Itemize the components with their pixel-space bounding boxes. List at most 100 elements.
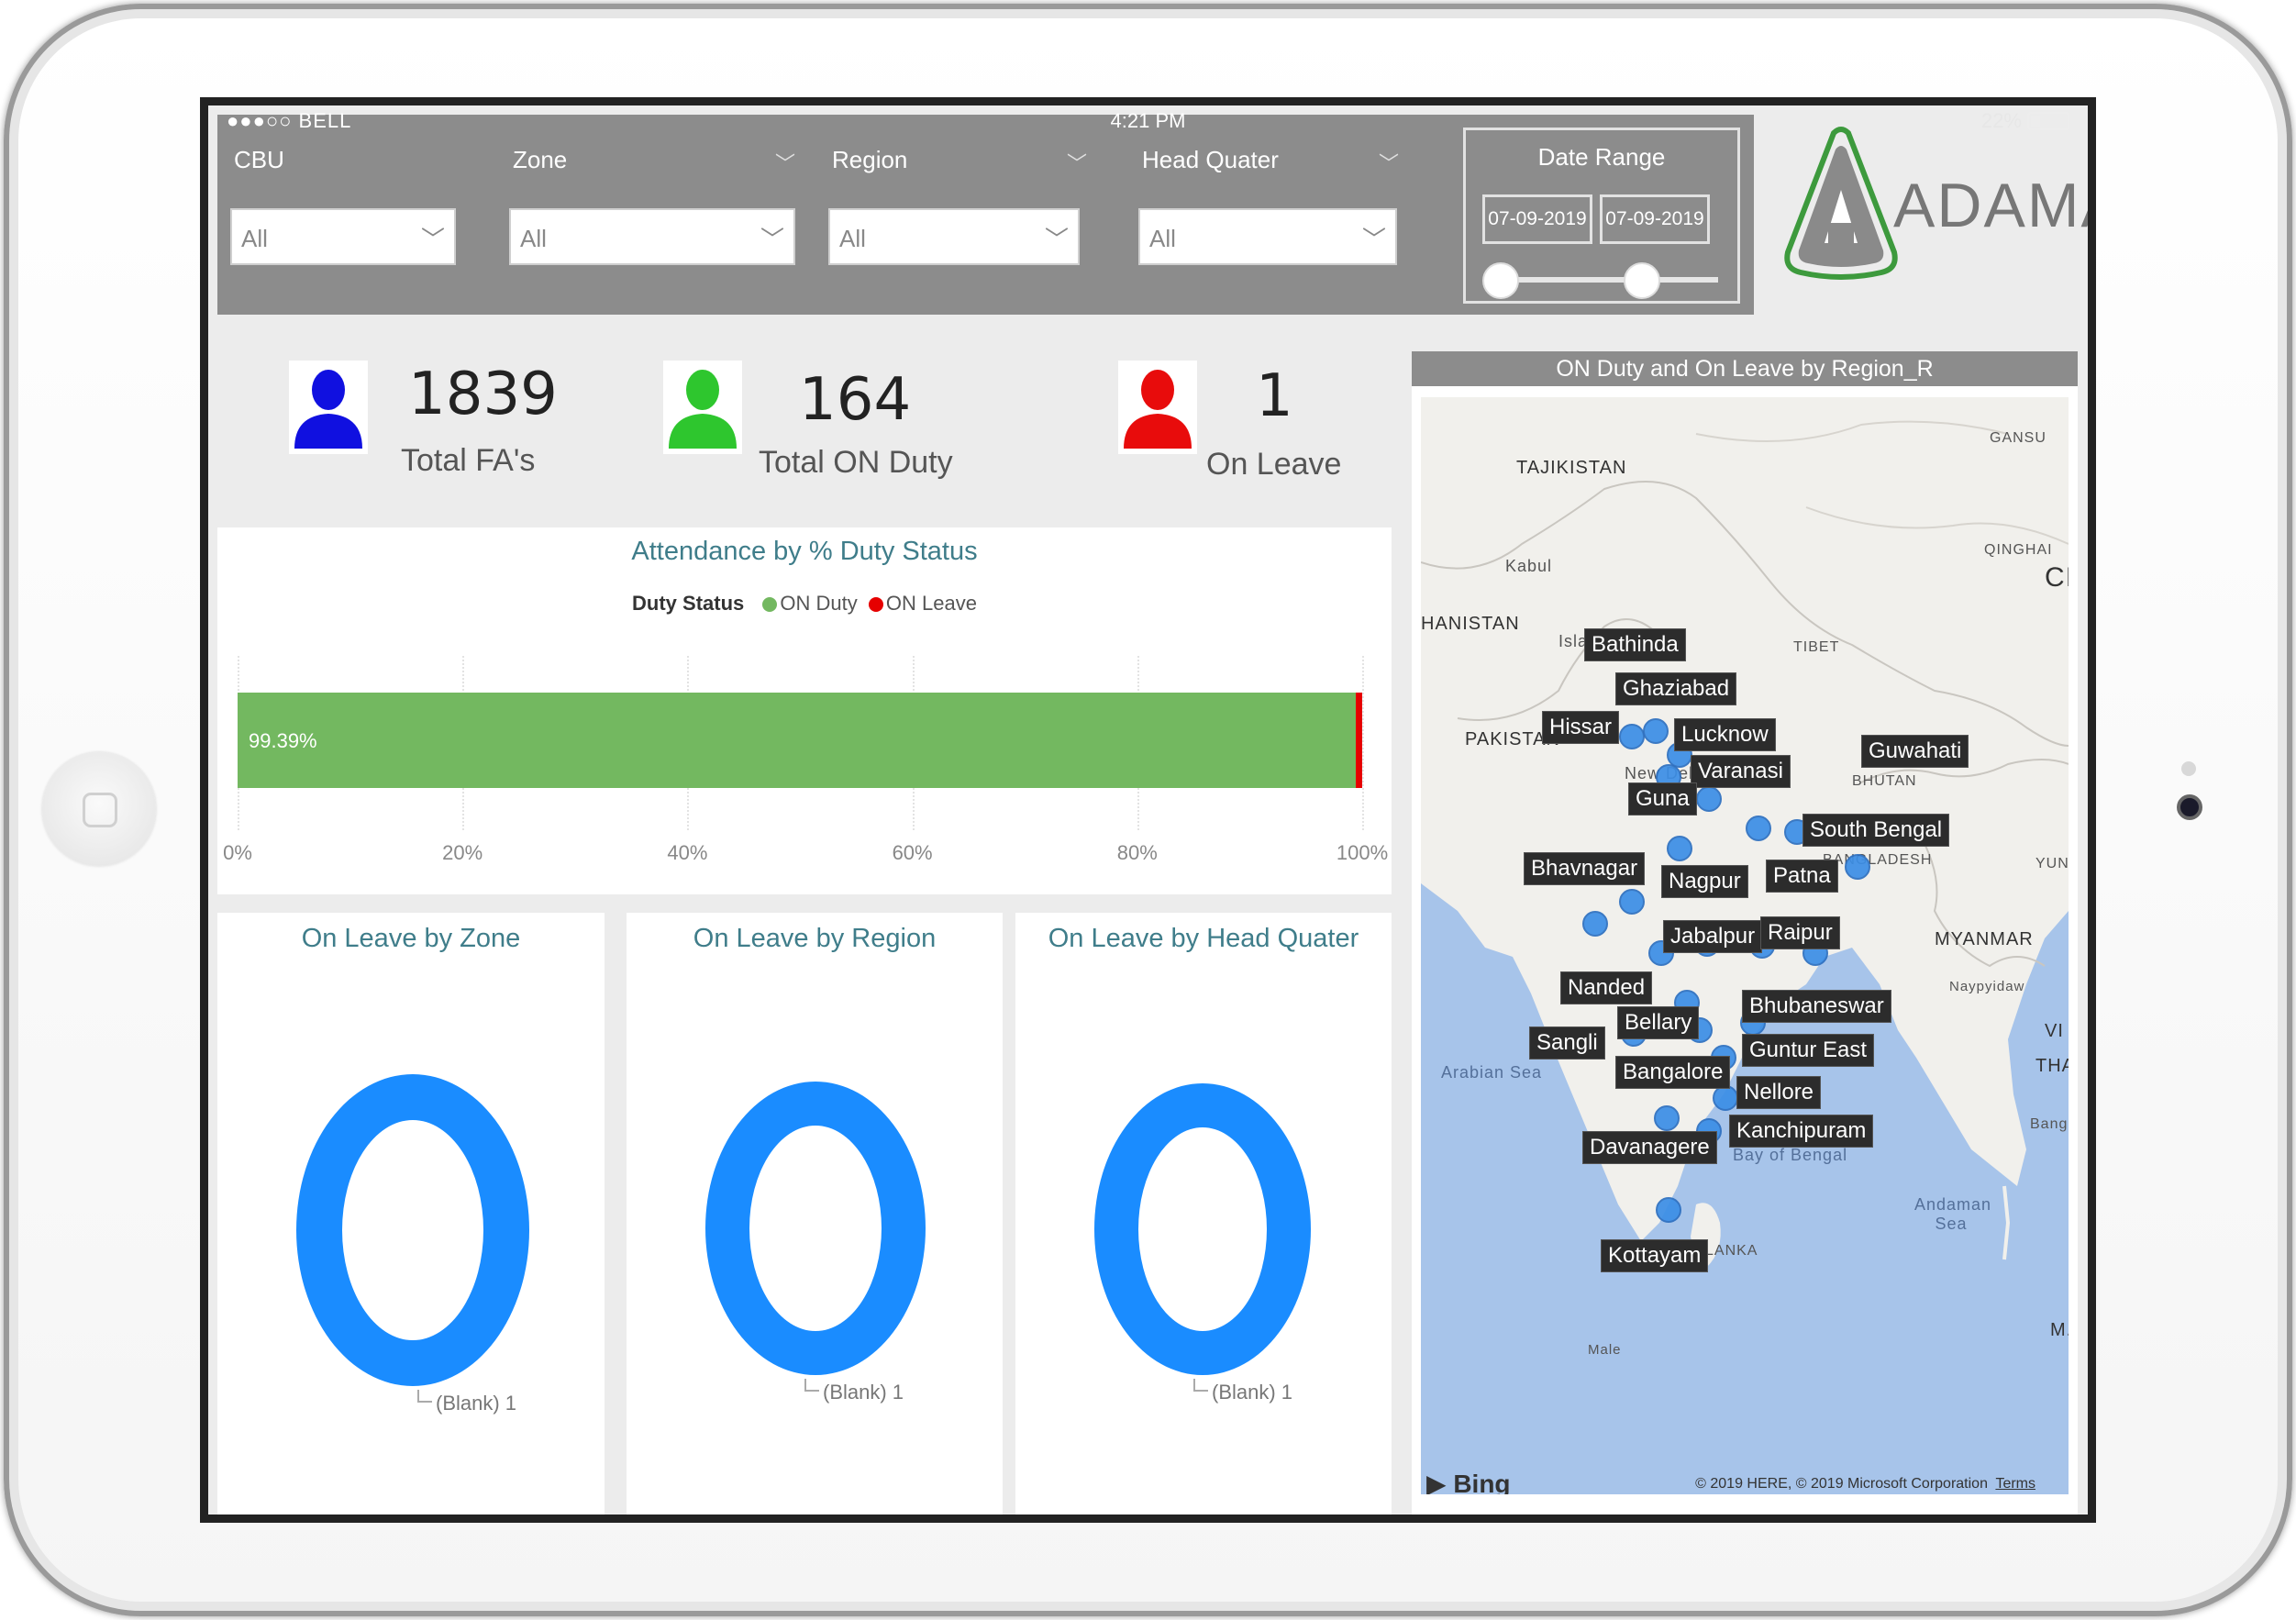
battery-status: 22% xyxy=(1981,109,2069,133)
copyright-text: © 2019 HERE, © 2019 Microsoft Corporatio… xyxy=(1695,1476,1988,1492)
city-label: South Bengal xyxy=(1802,814,1950,847)
leave-by-zone-card: On Leave by Zone (Blank) 1 xyxy=(217,913,605,1515)
legend-title: Duty Status xyxy=(632,592,745,615)
geo-label: YUN xyxy=(2035,856,2069,871)
filter-label: Zone xyxy=(513,146,568,173)
donut-label: (Blank) 1 xyxy=(1212,1381,1293,1404)
city-label: Bhubaneswar xyxy=(1742,990,1891,1023)
map-pin[interactable] xyxy=(1696,786,1722,812)
filter-label: Region xyxy=(832,146,908,173)
map-pin[interactable] xyxy=(1713,1085,1738,1111)
duty-status-legend: Duty Status ON Duty ON Leave xyxy=(217,592,1392,616)
home-button[interactable] xyxy=(42,752,156,866)
terms-link[interactable]: Terms xyxy=(1995,1476,2035,1492)
donut-title: On Leave by Zone xyxy=(301,924,521,953)
donut-ring[interactable] xyxy=(1094,1083,1311,1375)
geo-label: Arabian Sea xyxy=(1441,1063,1543,1082)
start-slider-handle[interactable] xyxy=(1482,262,1519,299)
map-card: TAJIKISTAN GANSU QINGHAI CI Kabul HANIST… xyxy=(1412,386,2078,1515)
chevron-down-icon: ﹀ xyxy=(1361,226,1386,253)
geo-label: Kabul xyxy=(1505,557,1553,575)
status-bar: ●●●○○ BELL 4:21 PM 22% xyxy=(208,105,2088,137)
cbu-dropdown[interactable]: All ﹀ xyxy=(230,208,456,265)
geo-label: TIBET xyxy=(1793,639,1840,655)
bar-on-duty[interactable] xyxy=(238,693,1356,788)
geo-label: HANISTAN xyxy=(1421,614,1520,634)
map-pin[interactable] xyxy=(1619,889,1645,915)
sensor-dot xyxy=(2181,761,2196,776)
on-leave-legend-dot xyxy=(868,597,883,612)
leave-by-region-card: On Leave by Region (Blank) 1 xyxy=(627,913,1003,1515)
end-date-input[interactable]: 07-09-2019 xyxy=(1600,194,1710,244)
map-pin[interactable] xyxy=(1582,911,1608,937)
user-icon xyxy=(1118,361,1197,454)
kpi-value: 1 xyxy=(1256,362,1293,430)
city-label: Nagpur xyxy=(1661,865,1748,898)
x-tick-label: 60% xyxy=(892,841,933,864)
donut-ring[interactable] xyxy=(705,1082,926,1375)
map-area[interactable]: TAJIKISTAN GANSU QINGHAI CI Kabul HANIST… xyxy=(1421,397,2069,1494)
bing-logo-icon: ▶ Bing xyxy=(1426,1469,1511,1494)
city-label: Bathinda xyxy=(1584,628,1686,661)
date-slider-track[interactable] xyxy=(1493,277,1718,283)
donut-ring[interactable] xyxy=(296,1074,529,1386)
map-pin[interactable] xyxy=(1746,816,1771,841)
map-pin[interactable] xyxy=(1845,854,1870,880)
legend-entry-on-duty[interactable]: ON Duty xyxy=(780,592,858,615)
bar-on-leave[interactable] xyxy=(1355,693,1362,788)
dropdown-value: All xyxy=(520,225,547,252)
bing-text: Bing xyxy=(1453,1470,1511,1494)
geo-label: GANSU xyxy=(1990,430,2046,446)
city-label: Varanasi xyxy=(1691,755,1791,788)
x-tick-label: 40% xyxy=(667,841,708,864)
geo-label: THA xyxy=(2035,1056,2069,1076)
city-label: Bangalore xyxy=(1615,1056,1731,1089)
legend-entry-on-leave[interactable]: ON Leave xyxy=(885,592,977,615)
dropdown-value: All xyxy=(1149,225,1176,252)
screen: CBU All ﹀ Zone ﹀ All ﹀ Region ﹀ All ﹀ He… xyxy=(200,97,2096,1523)
map-pin[interactable] xyxy=(1619,724,1645,749)
map-pin[interactable] xyxy=(1656,1197,1681,1223)
x-tick-label: 100% xyxy=(1336,841,1389,864)
attendance-card: Attendance by % Duty Status Duty Status … xyxy=(217,527,1392,894)
city-label: Guwahati xyxy=(1861,735,1969,768)
home-square-icon xyxy=(83,793,117,827)
map-copyright: © 2019 HERE, © 2019 Microsoft Corporatio… xyxy=(1695,1476,2035,1492)
on-duty-legend-dot xyxy=(762,597,778,612)
donut-label: (Blank) 1 xyxy=(823,1381,904,1404)
map-pin[interactable] xyxy=(1654,1105,1680,1131)
map-pin[interactable] xyxy=(1667,836,1692,861)
city-label: Sangli xyxy=(1529,1026,1605,1060)
bar-data-label: 99.39% xyxy=(249,729,317,752)
kpi-label: Total FA's xyxy=(401,443,536,478)
city-label: Nellore xyxy=(1736,1076,1822,1109)
map-pin[interactable] xyxy=(1643,718,1669,744)
head-quater-dropdown[interactable]: All ﹀ xyxy=(1138,208,1397,265)
city-label: Guna xyxy=(1628,782,1697,816)
camera-icon xyxy=(2177,794,2202,820)
city-label: Nanded xyxy=(1560,971,1653,1004)
battery-percent: 22% xyxy=(1980,109,2022,132)
date-range-title: Date Range xyxy=(1537,143,1666,171)
gridline xyxy=(1362,656,1364,830)
start-date-input[interactable]: 07-09-2019 xyxy=(1482,194,1592,244)
end-slider-handle[interactable] xyxy=(1624,262,1660,299)
chevron-down-icon: ﹀ xyxy=(1044,226,1069,253)
chevron-down-icon: ﹀ xyxy=(420,226,445,253)
chevron-down-icon: ﹀ xyxy=(1067,152,1088,175)
geo-label: BHUTAN xyxy=(1852,773,1917,789)
region-dropdown[interactable]: All ﹀ xyxy=(828,208,1080,265)
geo-label: Male xyxy=(1588,1342,1622,1358)
city-label: Kottayam xyxy=(1601,1239,1709,1272)
city-label: Kanchipuram xyxy=(1729,1115,1874,1148)
adama-logo-icon xyxy=(1784,127,1898,280)
city-label: Bhavnagar xyxy=(1524,852,1646,885)
clock: 4:21 PM xyxy=(1110,109,1186,132)
donut-title: On Leave by Head Quater xyxy=(1048,924,1359,953)
leader-line xyxy=(1193,1379,1208,1392)
user-icon xyxy=(663,361,742,454)
city-label: Lucknow xyxy=(1674,718,1776,751)
city-label: Ghaziabad xyxy=(1615,672,1737,705)
chevron-down-icon: ﹀ xyxy=(1379,152,1400,175)
zone-dropdown[interactable]: All ﹀ xyxy=(509,208,795,265)
